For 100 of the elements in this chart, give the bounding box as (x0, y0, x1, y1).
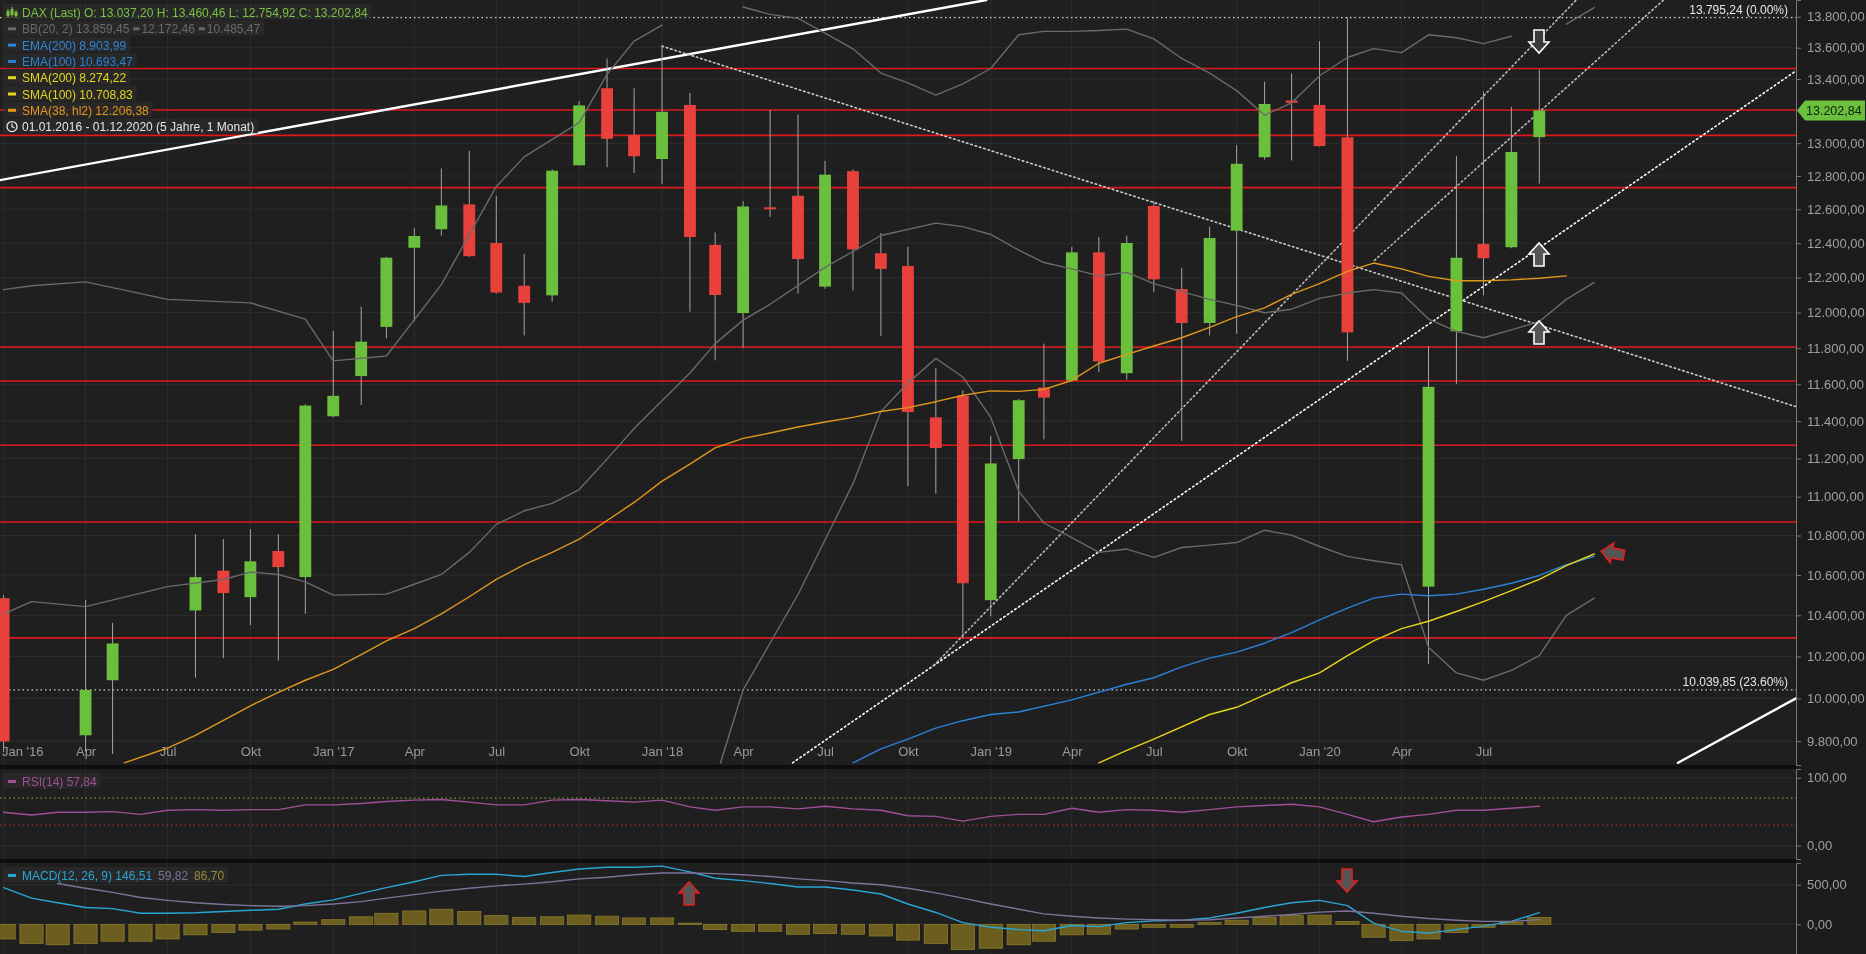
x-tick-label: Okt (569, 744, 591, 760)
y-tick-label: 12.000,00 (1807, 305, 1865, 321)
bar (895, 923, 920, 941)
line-series (123, 262, 1568, 764)
y-tick-label: 10.000,00 (1807, 691, 1865, 707)
bar (1389, 923, 1414, 942)
bar (868, 923, 893, 937)
line-series (2, 222, 1595, 615)
bar (73, 923, 98, 944)
x-tick-label: Jul (1475, 744, 1493, 760)
candlestick (1477, 91, 1490, 296)
x-tick-label: Okt (1227, 744, 1248, 760)
text: 86,70 (194, 869, 225, 883)
x-tick-label: Okt (240, 744, 262, 760)
y-tick-label: 13.800,00 (1807, 9, 1865, 25)
bar (183, 923, 208, 936)
x-tick-label: Apr (1062, 744, 1084, 760)
bar (758, 923, 783, 932)
ref-line-label: 10.039,85 (23.60%) (1682, 674, 1788, 689)
legend-label: EMA(200) 8.903,99 (22, 38, 127, 53)
y-tick-label: 11.800,00 (1807, 340, 1864, 356)
bar (512, 916, 537, 925)
bar (1141, 923, 1166, 928)
bar (457, 911, 482, 925)
legend-label: SMA(38, hl2) 12.206,38 (22, 103, 150, 118)
y-tick-label: 9.800,00 (1807, 733, 1858, 749)
candlestick (628, 87, 641, 174)
candlestick (1037, 343, 1050, 440)
legend-label: BB(20, 2) 13.859,45 (22, 22, 130, 37)
bar (950, 923, 975, 950)
y-tick-label: 13.400,00 (1807, 71, 1865, 87)
bar (1252, 916, 1277, 925)
x-tick-label: Jul (488, 744, 506, 760)
y-tick-label: 11.600,00 (1807, 376, 1864, 392)
legend-label: SMA(100) 10.708,83 (22, 87, 134, 102)
y-tick-label: 500,00 (1807, 877, 1847, 893)
bar (321, 919, 346, 925)
y-tick-label: 0,00 (1807, 917, 1833, 933)
x-tick-label: Apr (75, 744, 97, 760)
bar (786, 923, 811, 935)
bar (484, 915, 509, 925)
bar (622, 917, 647, 925)
bar (211, 923, 236, 933)
legend-label: RSI(14) 57,84 (22, 775, 98, 789)
y-tick-label: 11.400,00 (1807, 413, 1864, 429)
y-tick-label: 100,00 (1807, 770, 1847, 786)
bar (128, 923, 153, 942)
series-label: 59,82 (158, 869, 189, 883)
bar (813, 923, 838, 935)
candlestick (435, 168, 448, 237)
bar (1279, 915, 1304, 925)
x-tick-label: Jan '16 (2, 744, 44, 760)
candlestick (874, 232, 887, 337)
candlestick (764, 109, 777, 218)
y-tick-label: 12.400,00 (1807, 235, 1865, 251)
bar (840, 923, 865, 935)
bar (1307, 914, 1332, 925)
x-tick-label: Jan '18 (641, 744, 684, 760)
bar (978, 923, 1003, 949)
y-tick-label: 12.200,00 (1807, 270, 1865, 286)
legend-label: MACD(12, 26, 9) 146,51 (22, 869, 153, 883)
line-series (2, 865, 1540, 934)
line-series (852, 555, 1595, 764)
candlestick (327, 330, 340, 418)
bar (1416, 923, 1441, 940)
y-tick-label: 12.800,00 (1807, 168, 1865, 184)
legend-label: 10.485,47 (206, 22, 261, 37)
line-series (719, 357, 1595, 764)
bar (540, 916, 565, 925)
y-tick-label: 12.600,00 (1807, 201, 1865, 217)
bar (402, 910, 427, 925)
line-series (2, 798, 1540, 823)
y-tick-label: 0,00 (1807, 838, 1833, 854)
bar (238, 923, 263, 931)
candlestick (1285, 72, 1298, 161)
x-tick-label: Jan '19 (970, 744, 1013, 760)
x-tick-label: Apr (733, 744, 755, 760)
y-tick-label: 13.000,00 (1807, 135, 1865, 151)
x-tick-label: Jul (817, 744, 834, 760)
candlestick (217, 538, 230, 659)
bar (1224, 919, 1249, 925)
text: DAX (Last) O: 13.037,20 H: 13.460,46 L: 12.754,92 C: 13.202,84 (22, 6, 368, 20)
bar (650, 917, 675, 925)
bar (595, 915, 620, 925)
bar (923, 923, 948, 944)
bar (429, 908, 454, 925)
bar (1169, 923, 1194, 928)
bar (731, 923, 756, 932)
bar (155, 923, 180, 940)
candlestick (272, 533, 285, 662)
ref-line-label: 13.795,24 (0.00%) (1689, 2, 1788, 17)
candlestick (518, 253, 531, 336)
x-tick-label: Jul (159, 744, 177, 760)
x-tick-label: Okt (898, 744, 919, 760)
x-tick-label: Jan '17 (313, 744, 355, 760)
x-tick-label: Apr (404, 744, 426, 760)
bar (266, 923, 291, 930)
legend-label: 12.172,46 (141, 22, 196, 37)
bar (293, 921, 318, 925)
y-tick-label: 10.400,00 (1807, 608, 1865, 624)
